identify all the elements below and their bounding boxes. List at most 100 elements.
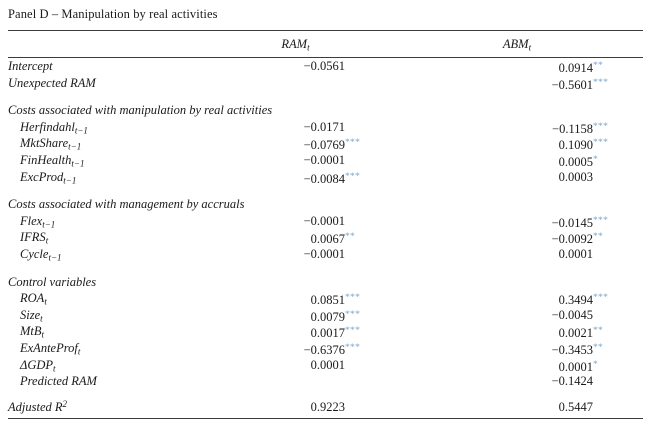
abm-coefficient-cell: −0.5601*** xyxy=(363,75,611,92)
row-label: IFRSt xyxy=(20,230,49,246)
abm-coefficient-cell: −0.0045 xyxy=(363,307,611,324)
row-label: ΔGDPt xyxy=(20,357,56,373)
table-row: Herfindahlt−1 −0.0171 −0.1158*** xyxy=(8,119,643,136)
row-label: Adjusted R2 xyxy=(8,398,68,414)
column-header-ram-label: RAM xyxy=(281,36,308,51)
significance-stars: *** xyxy=(345,293,361,304)
table-row: Cyclet−1 −0.0001 0.0001 xyxy=(8,246,643,263)
top-rule xyxy=(8,30,643,31)
significance-stars: *** xyxy=(593,293,609,304)
row-label: Intercept xyxy=(8,59,53,73)
column-header-abm-label: ABM xyxy=(502,36,529,51)
table-row: Flext−1 −0.0001 −0.0145*** xyxy=(8,213,643,230)
column-header-row: RAMt ABMt xyxy=(8,31,643,57)
table-row: Predicted RAM −0.1424 xyxy=(8,373,643,390)
ram-coefficient-value: −0.0171 xyxy=(303,119,345,134)
bottom-rule xyxy=(8,418,643,420)
ram-coefficient-cell: 0.0079*** xyxy=(198,307,363,324)
ram-coefficient-cell: −0.0001 xyxy=(198,152,363,169)
table-row: ExcProdt−1 −0.0084*** 0.0003 xyxy=(8,169,643,186)
abm-coefficient-value: 0.0914 xyxy=(558,61,593,75)
section-header-row: Costs associated with manipulation by re… xyxy=(8,102,643,119)
section-header-row: Control variables xyxy=(8,274,643,291)
abm-coefficient-cell: −0.1424 xyxy=(363,373,611,390)
ram-coefficient-cell: 0.0851*** xyxy=(198,290,363,307)
ram-coefficient-value: −0.0769 xyxy=(303,138,345,153)
row-label: Unexpected RAM xyxy=(8,75,96,90)
ram-coefficient-cell: −0.0084*** xyxy=(198,169,363,186)
table-row: Unexpected RAM −0.5601*** xyxy=(8,75,643,92)
abm-coefficient-cell: 0.3494*** xyxy=(363,290,611,307)
row-label: FinHealtht−1 xyxy=(20,152,85,169)
row-label: Flext−1 xyxy=(20,213,56,230)
row-label: Sizet xyxy=(20,307,43,324)
significance-stars: *** xyxy=(593,215,609,226)
abm-coefficient-value: −0.0092 xyxy=(551,232,593,247)
abm-coefficient-cell: −0.0145*** xyxy=(363,213,611,230)
row-label: MktSharet−1 xyxy=(20,136,82,152)
table-row: Sizet 0.0079*** −0.0045 xyxy=(8,307,643,324)
ram-coefficient-value: −0.0001 xyxy=(303,152,345,167)
significance-stars: *** xyxy=(345,342,361,353)
ram-coefficient-value: −0.0561 xyxy=(303,59,345,73)
abm-coefficient-cell: 0.0003 xyxy=(363,169,611,186)
abm-coefficient-value: 0.0003 xyxy=(558,169,593,184)
abm-coefficient-cell: 0.0021** xyxy=(363,323,611,340)
significance-stars: *** xyxy=(593,77,609,88)
abm-coefficient-value: 0.5447 xyxy=(558,399,593,414)
ram-coefficient-value: −0.0001 xyxy=(303,246,345,261)
abm-coefficient-value: 0.0001 xyxy=(558,246,593,261)
ram-coefficient-cell: −0.0171 xyxy=(198,119,363,136)
row-label: Cyclet−1 xyxy=(20,246,62,263)
abm-coefficient-value: −0.0045 xyxy=(551,307,593,322)
abm-coefficient-value: −0.1424 xyxy=(551,374,593,389)
table-row: Intercept −0.0561 0.0914** xyxy=(8,58,643,75)
ram-coefficient-value: −0.0084 xyxy=(303,171,345,186)
row-label: ExAnteProft xyxy=(20,340,81,357)
significance-stars: * xyxy=(593,154,599,165)
significance-stars: *** xyxy=(593,121,609,132)
abm-coefficient-value: −0.3453 xyxy=(551,342,593,357)
significance-stars: ** xyxy=(593,61,604,71)
abm-coefficient-cell: 0.0914** xyxy=(363,58,611,75)
section-label: Costs associated with management by accr… xyxy=(8,197,245,212)
significance-stars: *** xyxy=(345,326,361,337)
panel-title: Panel D – Manipulation by real activitie… xyxy=(8,7,218,21)
abm-coefficient-cell: −0.0092** xyxy=(363,229,611,246)
ram-coefficient-cell: −0.0561 xyxy=(198,58,363,75)
abm-coefficient-value: 0.0005 xyxy=(558,154,593,169)
row-label: ROAt xyxy=(20,291,47,307)
section-header-row: Costs associated with management by accr… xyxy=(8,196,643,213)
significance-stars: * xyxy=(593,359,599,370)
ram-coefficient-cell: −0.0001 xyxy=(198,246,363,263)
ram-coefficient-value: 0.0017 xyxy=(310,326,345,341)
ram-coefficient-cell: 0.0017*** xyxy=(198,323,363,340)
table-row: Adjusted R2 0.9223 0.5447 xyxy=(8,399,643,416)
ram-coefficient-value: 0.0067 xyxy=(310,232,345,247)
abm-coefficient-value: 0.0021 xyxy=(558,326,593,341)
ram-coefficient-cell: −0.0769*** xyxy=(198,135,363,152)
ram-coefficient-cell: 0.0067** xyxy=(198,229,363,246)
abm-coefficient-cell: −0.3453** xyxy=(363,340,611,357)
significance-stars: ** xyxy=(593,342,604,353)
column-header-abm-subscript: t xyxy=(528,42,532,52)
ram-coefficient-value: 0.0079 xyxy=(310,309,345,324)
section-label: Costs associated with manipulation by re… xyxy=(8,103,273,118)
ram-coefficient-cell: −0.6376*** xyxy=(198,340,363,357)
ram-coefficient-cell: 0.9223 xyxy=(198,399,363,416)
significance-stars: ** xyxy=(593,232,604,243)
significance-stars: ** xyxy=(593,326,604,337)
column-header-abm: ABMt xyxy=(393,37,641,52)
abm-coefficient-value: −0.5601 xyxy=(551,77,593,92)
abm-coefficient-cell: 0.5447 xyxy=(363,399,611,416)
ram-coefficient-cell: 0.0001 xyxy=(198,357,363,374)
significance-stars: ** xyxy=(345,232,356,243)
row-label: Herfindahlt−1 xyxy=(20,119,88,136)
abm-coefficient-value: 0.3494 xyxy=(558,293,593,308)
column-header-ram-subscript: t xyxy=(307,42,310,52)
table-row: MtBt 0.0017*** 0.0021** xyxy=(8,323,643,340)
abm-coefficient-value: −0.0145 xyxy=(551,215,593,230)
ram-coefficient-cell: −0.0001 xyxy=(198,213,363,230)
table-row: MktSharet−1 −0.0769*** 0.1090*** xyxy=(8,135,643,152)
significance-stars: *** xyxy=(593,138,609,149)
